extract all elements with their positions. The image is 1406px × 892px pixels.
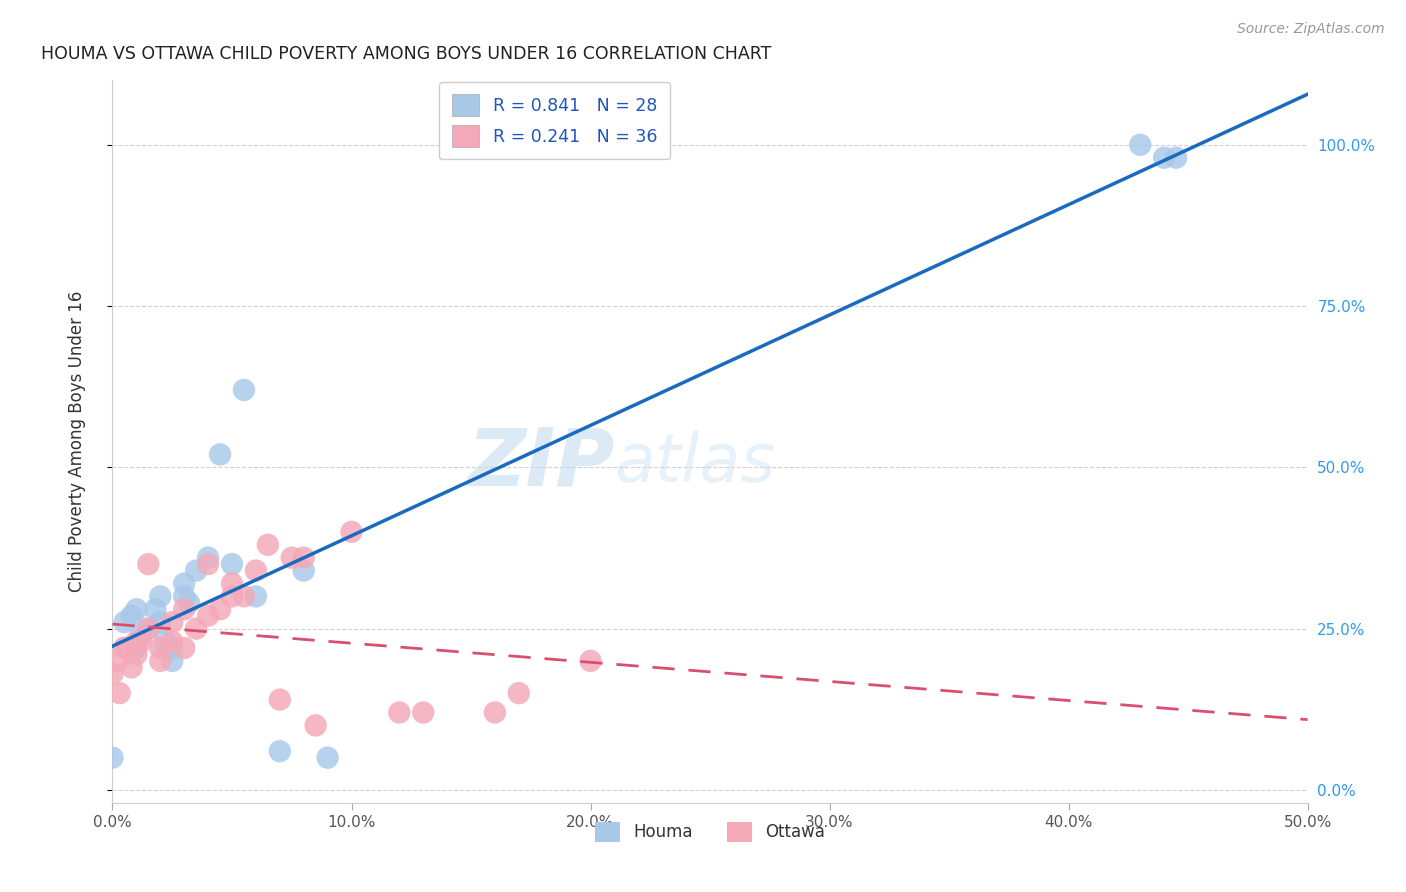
Point bbox=[173, 590, 195, 604]
Point bbox=[233, 590, 256, 604]
Point bbox=[292, 550, 315, 565]
Point bbox=[508, 686, 530, 700]
Point bbox=[138, 622, 160, 636]
Point bbox=[412, 706, 434, 720]
Point bbox=[101, 666, 124, 681]
Text: Source: ZipAtlas.com: Source: ZipAtlas.com bbox=[1237, 22, 1385, 37]
Point bbox=[125, 640, 148, 655]
Point bbox=[579, 654, 602, 668]
Point bbox=[129, 628, 152, 642]
Legend: Houma, Ottawa: Houma, Ottawa bbox=[589, 815, 831, 848]
Point bbox=[197, 557, 219, 571]
Point bbox=[269, 744, 291, 758]
Point bbox=[121, 660, 143, 674]
Point bbox=[149, 654, 172, 668]
Point bbox=[197, 550, 219, 565]
Point bbox=[121, 608, 143, 623]
Point bbox=[149, 590, 172, 604]
Point bbox=[388, 706, 411, 720]
Point bbox=[173, 602, 195, 616]
Point bbox=[162, 654, 183, 668]
Point bbox=[173, 640, 195, 655]
Point bbox=[101, 750, 124, 764]
Point bbox=[162, 634, 183, 648]
Point bbox=[269, 692, 291, 706]
Point bbox=[114, 640, 135, 655]
Point bbox=[340, 524, 363, 539]
Y-axis label: Child Poverty Among Boys Under 16: Child Poverty Among Boys Under 16 bbox=[67, 291, 86, 592]
Point bbox=[245, 590, 267, 604]
Text: atlas: atlas bbox=[614, 430, 776, 496]
Point bbox=[125, 634, 148, 648]
Point bbox=[305, 718, 328, 732]
Point bbox=[162, 615, 183, 630]
Point bbox=[114, 615, 135, 630]
Point bbox=[125, 602, 148, 616]
Point bbox=[233, 383, 256, 397]
Point bbox=[129, 634, 152, 648]
Point bbox=[316, 750, 339, 764]
Point bbox=[138, 557, 160, 571]
Point bbox=[173, 576, 195, 591]
Point bbox=[281, 550, 304, 565]
Point bbox=[186, 564, 208, 578]
Point bbox=[1153, 151, 1175, 165]
Point bbox=[209, 602, 232, 616]
Point bbox=[186, 622, 208, 636]
Point bbox=[138, 622, 160, 636]
Point bbox=[145, 602, 167, 616]
Point bbox=[108, 686, 131, 700]
Point bbox=[125, 648, 148, 662]
Point bbox=[221, 557, 243, 571]
Point bbox=[221, 590, 243, 604]
Point bbox=[149, 640, 172, 655]
Point bbox=[105, 654, 128, 668]
Point bbox=[257, 538, 280, 552]
Point bbox=[1166, 151, 1188, 165]
Point bbox=[245, 564, 267, 578]
Point bbox=[114, 640, 135, 655]
Point bbox=[221, 576, 243, 591]
Point bbox=[177, 596, 200, 610]
Point bbox=[162, 640, 183, 655]
Point bbox=[292, 564, 315, 578]
Point bbox=[1129, 137, 1152, 152]
Point bbox=[209, 447, 232, 461]
Text: ZIP: ZIP bbox=[467, 425, 614, 502]
Point bbox=[484, 706, 506, 720]
Point bbox=[153, 634, 176, 648]
Point bbox=[197, 608, 219, 623]
Text: HOUMA VS OTTAWA CHILD POVERTY AMONG BOYS UNDER 16 CORRELATION CHART: HOUMA VS OTTAWA CHILD POVERTY AMONG BOYS… bbox=[41, 45, 770, 63]
Point bbox=[149, 615, 172, 630]
